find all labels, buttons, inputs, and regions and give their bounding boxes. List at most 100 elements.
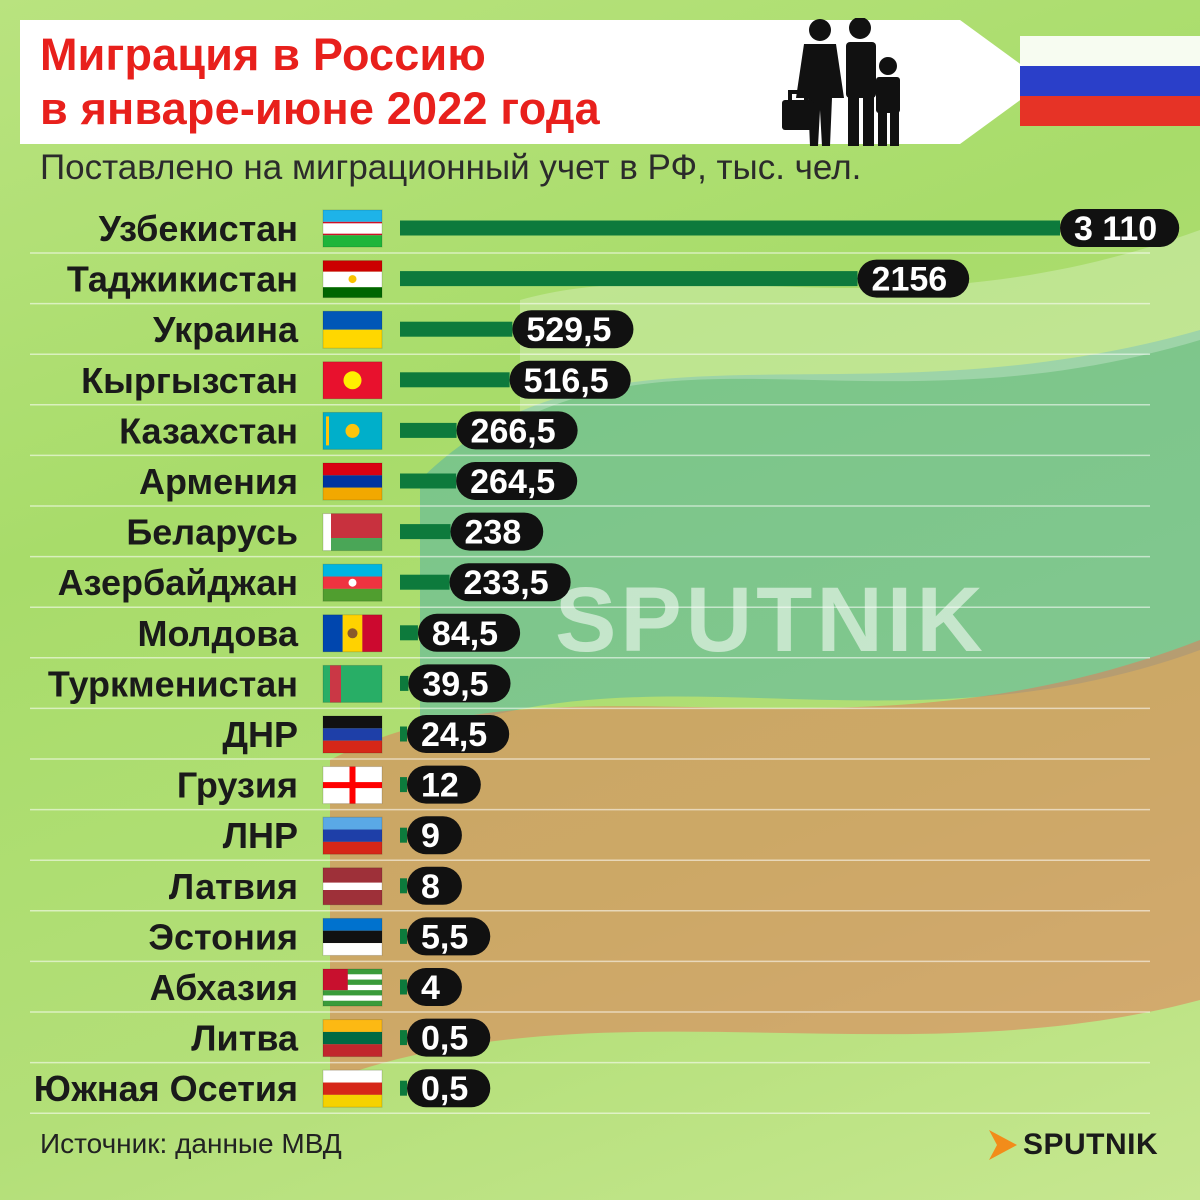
value-label: 238 <box>465 514 522 552</box>
category-label: Латвия <box>169 866 298 907</box>
bar <box>400 473 457 489</box>
value-label: 0,5 <box>421 1020 468 1058</box>
category-label: Кыргызстан <box>81 360 298 401</box>
value-label: 266,5 <box>471 412 556 450</box>
value-pill <box>407 1018 491 1057</box>
category-label: Эстония <box>148 916 298 957</box>
kyrgyzstan-flag <box>322 361 383 400</box>
title-line-1: Миграция в Россию <box>40 29 486 80</box>
chart-row: Кыргызстан 516,5 <box>30 360 1150 406</box>
bar <box>400 675 409 691</box>
abkhazia-flag <box>322 968 383 1007</box>
value-pill <box>449 563 571 602</box>
kazakhstan-flag <box>322 411 383 450</box>
category-label: Украина <box>153 309 299 350</box>
value-label: 24,5 <box>421 716 487 754</box>
value-pill <box>407 715 510 753</box>
value-label: 3 110 <box>1074 210 1157 248</box>
bar <box>400 220 1060 236</box>
category-label: Казахстан <box>119 410 298 451</box>
value-label: 9 <box>421 817 440 855</box>
chart-row: ЛНР 9 <box>30 815 1150 861</box>
chart-row: Литва 0,5 <box>30 1018 1150 1064</box>
category-label: Молдова <box>138 613 299 654</box>
bar <box>400 321 513 337</box>
value-label: 5,5 <box>421 918 468 956</box>
lithuania-flag <box>322 1019 383 1058</box>
value-pill <box>407 968 462 1006</box>
chart-row: Абхазия 4 <box>30 967 1150 1013</box>
bar <box>400 878 407 894</box>
armenia-flag <box>322 462 383 501</box>
georgia-flag <box>322 766 383 805</box>
ukraine-flag <box>322 310 383 349</box>
turkmenistan-flag <box>322 664 383 703</box>
value-pill <box>1060 209 1180 247</box>
chart-row: Узбекистан 3 110 <box>30 208 1180 254</box>
bar <box>400 524 451 540</box>
title-line-2: в январе-июне 2022 года <box>40 83 600 134</box>
bar <box>400 979 407 995</box>
source-note: Источник: данные МВД <box>40 1128 342 1159</box>
bar-chart: Узбекистан 3 110 Таджикистан 2156 Украина 529… <box>30 208 1180 1114</box>
chart-row: Эстония 5,5 <box>30 916 1150 963</box>
lnr-flag <box>322 816 383 855</box>
chart-title: Миграция в Россию в январе-июне 2022 год… <box>40 28 600 136</box>
value-label: 233,5 <box>464 564 549 602</box>
value-label: 0,5 <box>421 1070 468 1108</box>
value-pill <box>509 360 631 399</box>
category-label: Литва <box>191 1018 299 1059</box>
value-label: 529,5 <box>526 311 611 349</box>
category-label: ЛНР <box>223 815 298 856</box>
value-label: 516,5 <box>524 362 609 400</box>
chart-row: Армения 264,5 <box>30 461 1150 507</box>
value-pill <box>456 411 578 450</box>
sputnik-logo-mark <box>989 1130 1017 1160</box>
value-pill <box>456 462 578 500</box>
value-pill <box>450 512 544 551</box>
category-label: Азербайджан <box>58 562 298 603</box>
bar <box>400 625 418 641</box>
bar <box>400 928 407 944</box>
value-label: 2156 <box>872 261 948 299</box>
uzbekistan-flag <box>322 209 383 248</box>
chart-row: Грузия 12 <box>30 765 1150 811</box>
value-pill <box>407 816 462 855</box>
category-label: Беларусь <box>126 512 298 553</box>
value-label: 4 <box>421 969 440 1007</box>
bar <box>400 574 450 590</box>
bar <box>400 1080 407 1096</box>
category-label: Южная Осетия <box>34 1068 298 1109</box>
value-pill <box>407 765 481 804</box>
value-pill <box>408 664 511 703</box>
chart-row: Таджикистан 2156 <box>30 259 1150 305</box>
value-label: 8 <box>421 868 440 906</box>
category-label: ДНР <box>222 714 298 755</box>
chart-row: Азербайджан 233,5 <box>30 562 1150 608</box>
chart-row: Молдова 84,5 <box>30 613 1150 659</box>
dnr-flag <box>322 715 383 754</box>
value-pill <box>512 310 634 349</box>
chart-subtitle: Поставлено на миграционный учет в РФ, ты… <box>40 148 862 187</box>
bar <box>400 827 407 843</box>
bar <box>400 777 407 793</box>
chart-row: Южная Осетия 0,5 <box>30 1068 1150 1114</box>
chart-row: Латвия 8 <box>30 866 1150 912</box>
belarus-flag <box>322 513 383 552</box>
value-label: 84,5 <box>432 615 498 653</box>
value-pill <box>857 259 970 298</box>
chart-row: Беларусь 238 <box>30 512 1150 558</box>
value-pill <box>407 1069 491 1108</box>
estonia-flag <box>322 917 383 956</box>
value-pill <box>417 613 521 652</box>
family-icon <box>782 18 900 146</box>
latvia-flag <box>322 867 383 906</box>
category-label: Грузия <box>177 765 298 806</box>
south-ossetia-flag <box>322 1069 383 1108</box>
tajikistan-flag <box>322 260 383 299</box>
bar <box>400 271 858 287</box>
bar <box>400 1030 407 1046</box>
sputnik-logo: SPUTNIK <box>985 1128 1158 1162</box>
bar <box>400 726 407 742</box>
value-label: 39,5 <box>422 665 488 703</box>
